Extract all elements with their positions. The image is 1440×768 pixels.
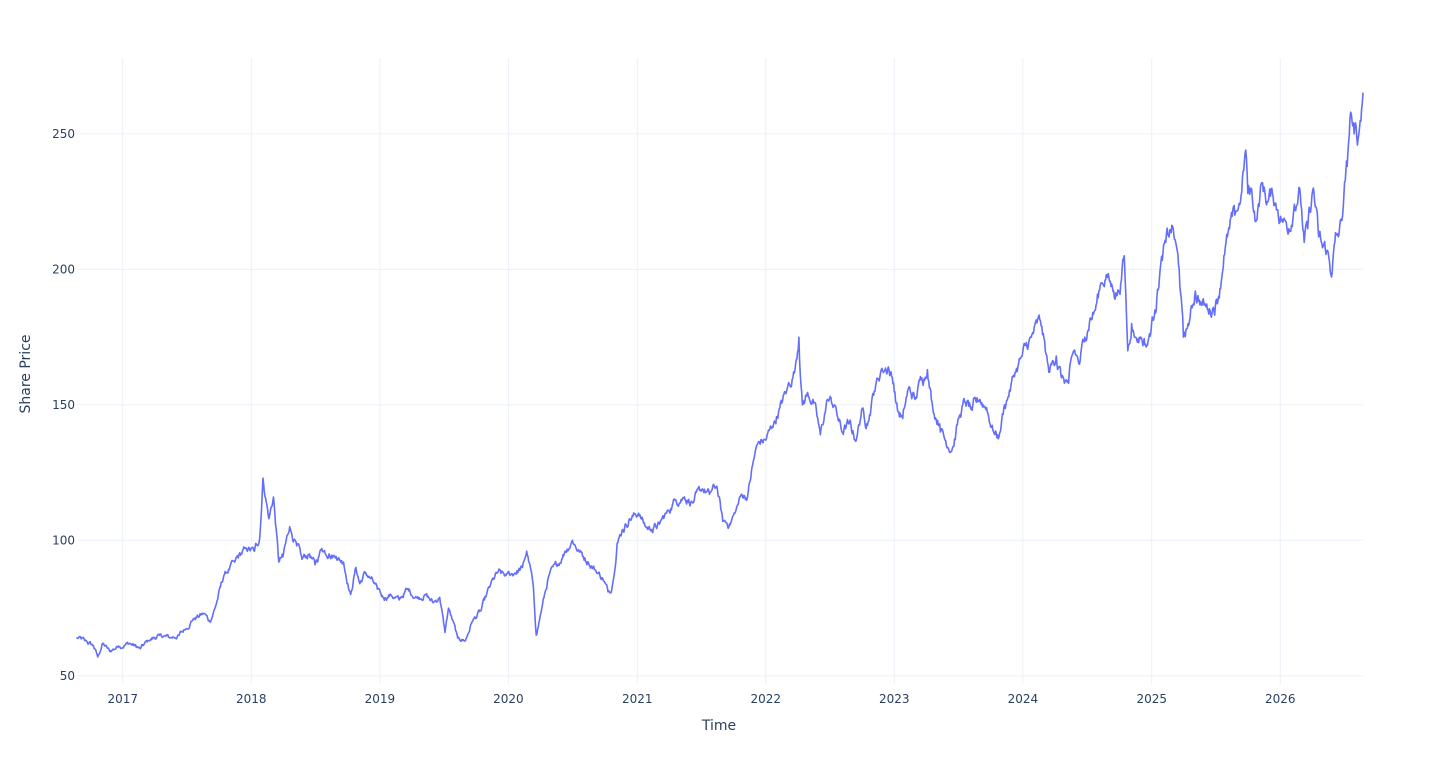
y-axis-title: Share Price (18, 334, 34, 413)
grid (77, 58, 1363, 684)
series-layer (76, 92, 1364, 658)
x-tick-label: 2020 (493, 692, 524, 706)
y-tick-label: 100 (52, 533, 75, 547)
x-axis-ticks: 2017 2018 2019 2020 2021 2022 2023 2024 2025 2026 (108, 692, 1296, 706)
x-tick-label: 2017 (108, 692, 139, 706)
x-tick-label: 2019 (365, 692, 396, 706)
y-tick-label: 200 (52, 262, 75, 276)
x-tick-label: 2021 (622, 692, 653, 706)
share-price-series-line (76, 92, 1364, 658)
y-tick-label: 250 (52, 127, 75, 141)
x-tick-label: 2025 (1136, 692, 1167, 706)
y-axis-ticks: 50 100 150 200 250 (52, 127, 75, 683)
x-tick-label: 2026 (1265, 692, 1296, 706)
x-tick-label: 2022 (751, 692, 782, 706)
x-tick-label: 2024 (1008, 692, 1039, 706)
y-tick-label: 50 (60, 669, 75, 683)
x-tick-label: 2023 (879, 692, 910, 706)
x-axis-title: Time (701, 718, 736, 734)
x-tick-label: 2018 (236, 692, 267, 706)
y-tick-label: 150 (52, 398, 75, 412)
